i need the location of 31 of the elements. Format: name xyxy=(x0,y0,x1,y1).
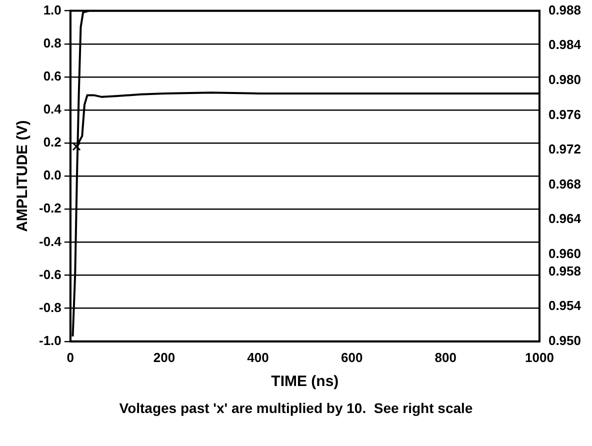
x-tick-label: 400 xyxy=(247,350,269,365)
x-tick-label: 1000 xyxy=(525,350,554,365)
y2-tick-label: 0.958 xyxy=(548,263,582,278)
y-tick-label: 0.2 xyxy=(43,134,62,150)
y-tick-label: 0.8 xyxy=(43,35,62,50)
y2-tick-label: 0.972 xyxy=(548,142,582,157)
y-tick-label: 0.0 xyxy=(43,168,62,183)
y-tick-label: 1.0 xyxy=(43,2,62,18)
x-tick-label: 600 xyxy=(340,350,363,365)
y2-tick-label: 0.954 xyxy=(548,298,582,314)
y-tick-label: 0.6 xyxy=(43,68,62,84)
text: Voltages past 'x' are multiplied by 10. See right scale xyxy=(118,400,474,416)
y-tick-label: -0.6 xyxy=(38,266,62,282)
x-axis-title: TIME (ns) xyxy=(271,373,339,390)
x-tick-label: 0 xyxy=(66,350,74,365)
y2-tick-label: 0.988 xyxy=(548,2,582,18)
y2-tick-label: 0.968 xyxy=(548,176,582,192)
y2-tick-label: 0.980 xyxy=(548,72,582,87)
y2-tick-label: 0.950 xyxy=(548,332,582,348)
x-tick-label: 200 xyxy=(153,350,176,365)
y-tick-label: -1.0 xyxy=(38,332,62,348)
y-axis-title: AMPLITUDE (V) xyxy=(14,120,32,232)
y2-tick-label: 0.976 xyxy=(548,106,582,122)
y-tick-label: -0.4 xyxy=(38,234,62,249)
y2-tick-label: 0.964 xyxy=(548,211,582,226)
y-tick-label: -0.2 xyxy=(38,200,62,216)
y2-tick-label: 0.960 xyxy=(548,246,582,261)
y2-tick-label: 0.984 xyxy=(548,37,582,52)
y-tick-label: -0.8 xyxy=(38,300,62,315)
y-tick-label: 0.4 xyxy=(43,102,62,117)
x-tick-label: 800 xyxy=(434,350,457,365)
